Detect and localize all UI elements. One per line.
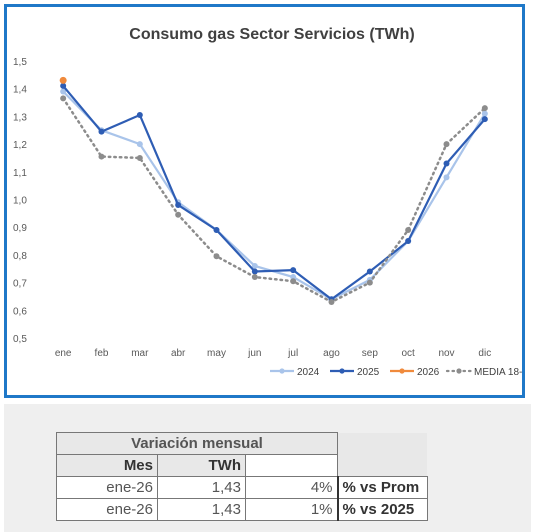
data-point bbox=[366, 279, 373, 286]
x-tick-label: abr bbox=[171, 348, 186, 359]
data-point bbox=[59, 76, 67, 84]
data-point bbox=[175, 202, 182, 209]
chart-frame: Consumo gas Sector Servicios (TWh) 0,5 0,… bbox=[4, 4, 534, 398]
data-point bbox=[290, 267, 297, 274]
data-point bbox=[60, 82, 67, 89]
data-point bbox=[213, 226, 220, 233]
row-2-mes: ene-26 bbox=[56, 498, 158, 521]
data-point bbox=[405, 226, 412, 233]
legend-label: 2024 bbox=[297, 367, 320, 378]
series-4 bbox=[60, 95, 488, 305]
y-tick-label: 0,9 bbox=[13, 223, 27, 234]
y-tick-label: 0,6 bbox=[13, 306, 27, 317]
y-tick-label: 0,5 bbox=[13, 334, 27, 345]
series-line bbox=[61, 97, 487, 304]
legend-label: MEDIA 18-21 bbox=[474, 367, 522, 378]
chart-legend: 2024 2025 2026 MEDIA 18-21 bbox=[270, 367, 534, 378]
legend-marker bbox=[279, 368, 285, 374]
x-tick-label: may bbox=[207, 348, 226, 359]
legend-marker bbox=[399, 368, 405, 374]
summary-panel: Variación mensual Mes TWh ene-26 1,43 4%… bbox=[4, 404, 531, 532]
x-tick-label: jun bbox=[247, 348, 261, 359]
row-1-pct: 4% bbox=[245, 476, 338, 499]
row-1-mes: ene-26 bbox=[56, 476, 158, 499]
data-point bbox=[443, 174, 450, 181]
legend-label: 2026 bbox=[417, 367, 440, 378]
x-tick-label: oct bbox=[401, 348, 415, 359]
y-axis-ticks: 0,5 0,6 0,7 0,8 0,9 1,0 1,1 1,2 1,3 1,4 1,5 bbox=[13, 57, 27, 345]
data-point bbox=[175, 211, 182, 218]
x-tick-label: feb bbox=[95, 348, 109, 359]
chart-title: Consumo gas Sector Servicios (TWh) bbox=[129, 26, 414, 43]
y-tick-label: 1,0 bbox=[13, 196, 27, 207]
series-group bbox=[59, 76, 488, 305]
data-point bbox=[60, 95, 67, 102]
y-tick-label: 1,3 bbox=[13, 112, 27, 123]
legend-label: 2025 bbox=[357, 367, 380, 378]
data-point bbox=[251, 262, 258, 269]
data-point bbox=[481, 116, 488, 123]
data-point bbox=[136, 112, 143, 119]
col-header-mes: Mes bbox=[56, 454, 158, 477]
y-tick-label: 0,7 bbox=[13, 279, 27, 290]
x-tick-label: nov bbox=[438, 348, 454, 359]
x-tick-label: sep bbox=[362, 348, 379, 359]
data-point bbox=[481, 105, 488, 112]
series-2 bbox=[60, 82, 488, 303]
row-1-label: % vs Prom bbox=[336, 476, 428, 499]
row-1-twh: 1,43 bbox=[157, 476, 246, 499]
data-point bbox=[98, 153, 105, 160]
line-chart: Consumo gas Sector Servicios (TWh) 0,50,… bbox=[13, 26, 534, 378]
x-axis-ticks: ene feb mar abr may jun jul ago sep oct nov dic bbox=[55, 348, 491, 359]
data-point bbox=[251, 274, 258, 281]
data-point bbox=[366, 268, 373, 275]
data-point bbox=[60, 88, 67, 95]
data-point bbox=[328, 298, 335, 305]
x-tick-label: jul bbox=[287, 348, 298, 359]
data-point bbox=[290, 274, 297, 281]
series-line bbox=[62, 85, 486, 301]
data-point bbox=[443, 141, 450, 148]
row-2-twh: 1,43 bbox=[157, 498, 246, 521]
data-point bbox=[443, 160, 450, 167]
legend-marker bbox=[339, 368, 345, 374]
data-point bbox=[251, 268, 258, 275]
data-point bbox=[290, 278, 297, 285]
data-point bbox=[405, 238, 412, 245]
y-tick-label: 1,2 bbox=[13, 140, 27, 151]
series-3 bbox=[59, 76, 67, 84]
table-title: Variación mensual bbox=[56, 432, 338, 455]
data-point bbox=[481, 110, 488, 117]
y-tick-label: 0,8 bbox=[13, 251, 27, 262]
y-tick-label: 1,4 bbox=[13, 85, 27, 96]
x-tick-label: dic bbox=[478, 348, 491, 359]
series-line bbox=[62, 90, 486, 301]
x-tick-label: ago bbox=[323, 348, 340, 359]
data-point bbox=[136, 154, 143, 161]
x-tick-label: mar bbox=[131, 348, 149, 359]
row-2-pct: 1% bbox=[245, 498, 338, 521]
y-tick-label: 1,1 bbox=[13, 168, 27, 179]
data-point bbox=[213, 253, 220, 260]
x-tick-label: ene bbox=[55, 348, 72, 359]
legend-marker bbox=[456, 368, 462, 374]
variation-table: Variación mensual Mes TWh ene-26 1,43 4%… bbox=[56, 432, 428, 521]
y-tick-label: 1,5 bbox=[13, 57, 27, 68]
data-point bbox=[136, 141, 143, 148]
row-2-label: % vs 2025 bbox=[336, 498, 428, 521]
col-header-twh: TWh bbox=[157, 454, 246, 477]
data-point bbox=[98, 128, 105, 135]
